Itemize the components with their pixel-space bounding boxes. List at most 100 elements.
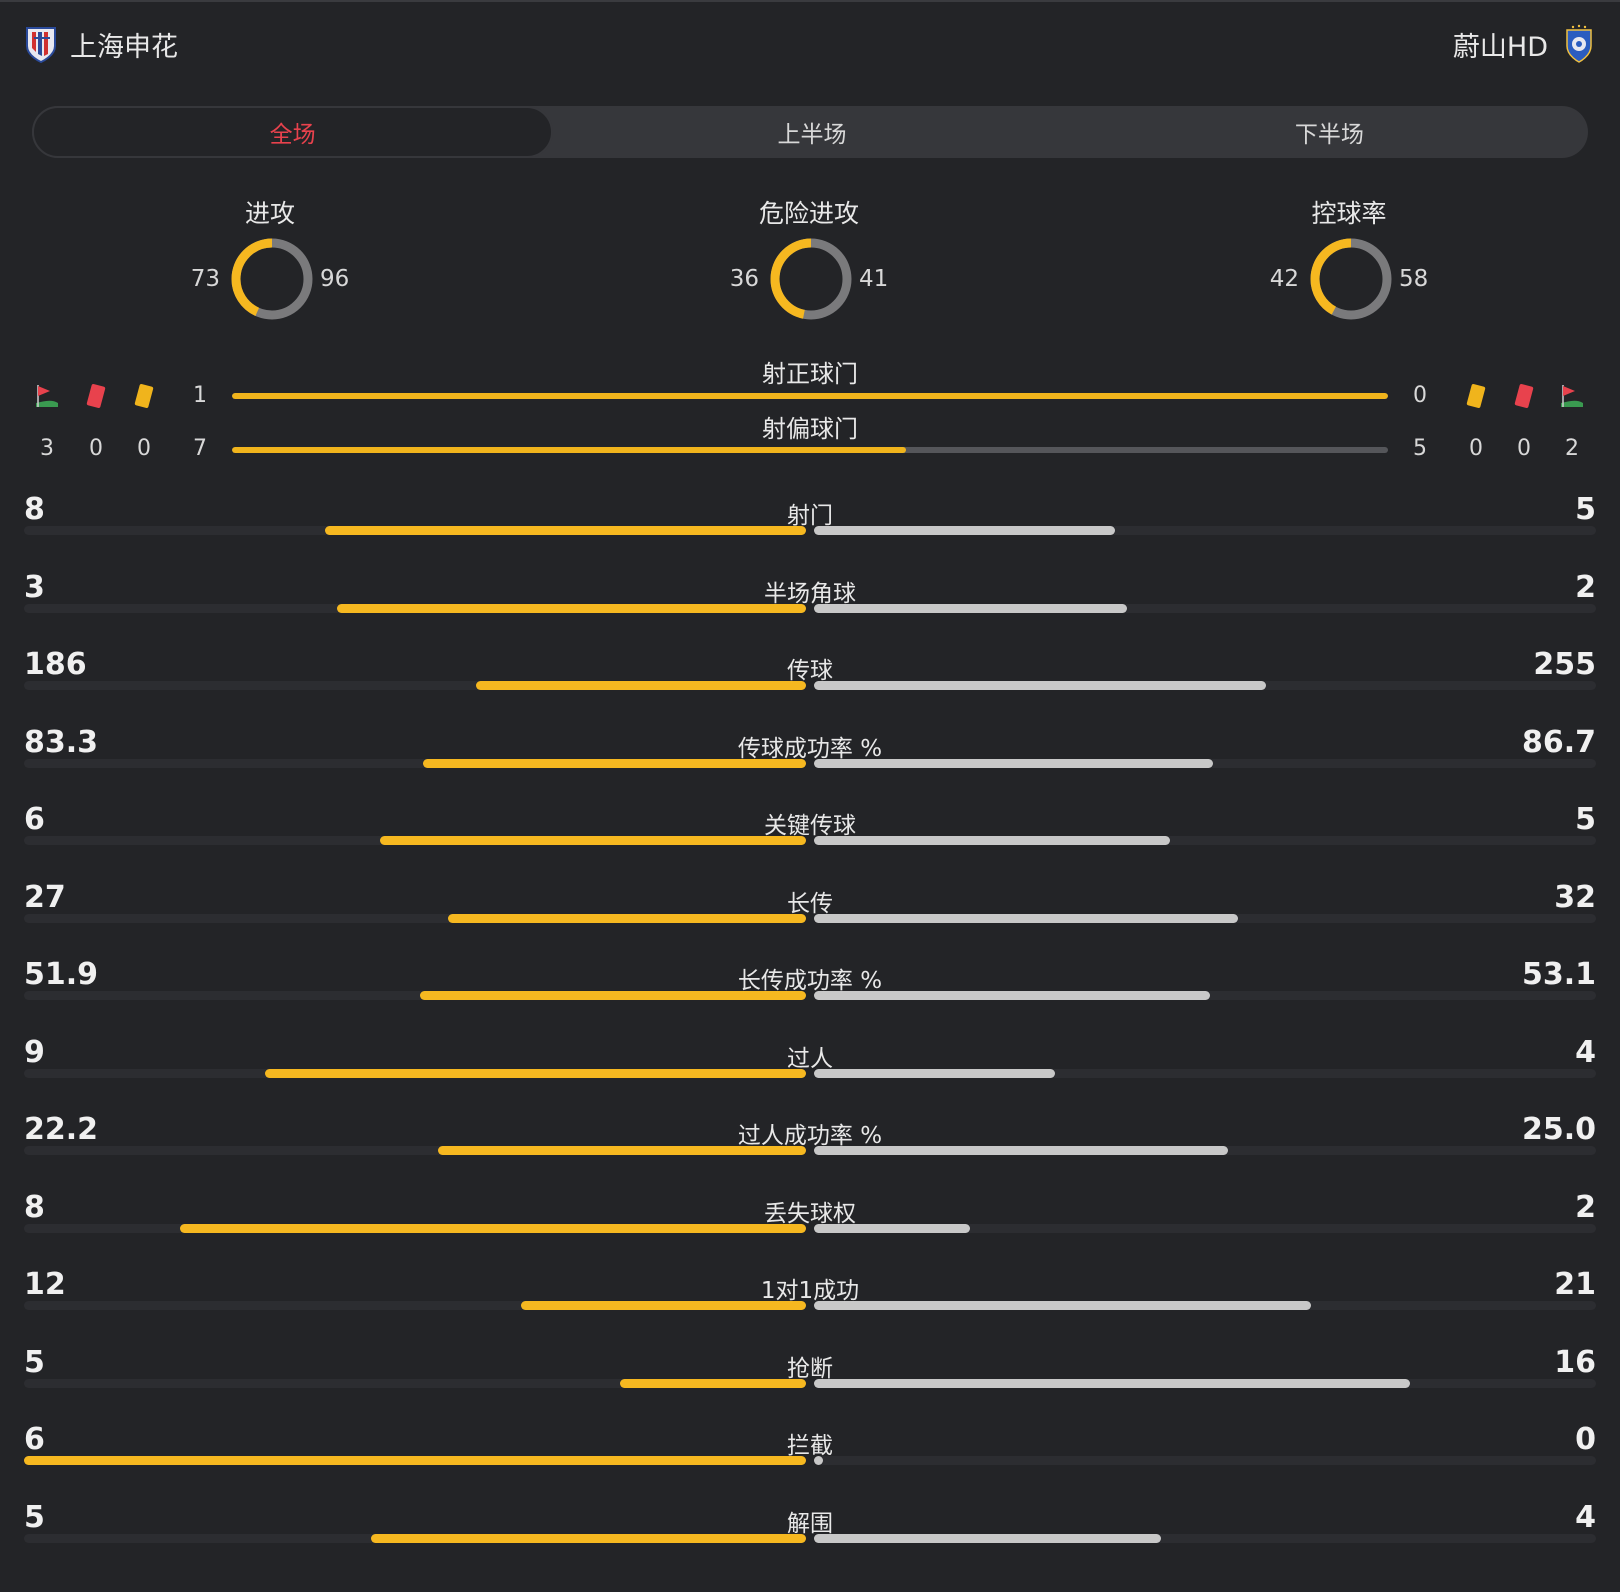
stat-label: 过人成功率 %: [737, 1123, 883, 1149]
stat-label: 半场角球: [764, 580, 856, 607]
stat-row: 8 射门 5: [0, 478, 1620, 558]
tab-first-half[interactable]: 上半场: [777, 122, 847, 148]
stat-home-bar: [521, 1301, 806, 1310]
stat-home-track: [24, 681, 806, 690]
home-team[interactable]: 上海申花: [24, 24, 178, 64]
stat-home-value: 6: [24, 1422, 45, 1457]
stat-row: 9 过人 4: [0, 1021, 1620, 1101]
stat-away-bar: [814, 836, 1170, 845]
stat-home-track: [24, 603, 806, 613]
yellow-card-icon: [134, 384, 154, 408]
shots-on-target-bar: [232, 393, 1388, 399]
donut-ring: [231, 238, 313, 320]
donut-title: 控球率: [1311, 199, 1387, 228]
stat-home-track: [24, 1533, 806, 1543]
tab-full-match[interactable]: 全场: [32, 106, 554, 158]
stat-away-value: 4: [1575, 1499, 1596, 1535]
stat-away-value: 0: [1575, 1422, 1596, 1457]
donut-ring: [770, 238, 852, 320]
match-header: 上海申花 蔚山HD: [0, 0, 1620, 86]
stat-label: 传球: [787, 658, 833, 684]
stat-away-bar: [814, 758, 1213, 768]
stat-away-value: 16: [1554, 1344, 1596, 1380]
stat-label: 解围: [787, 1510, 833, 1537]
stat-home-value: 51.9: [24, 957, 99, 992]
stat-label: 关键传球: [764, 813, 856, 839]
stat-label: 1对1成功: [760, 1278, 860, 1304]
shanghai-shenhua-logo-icon: [26, 27, 56, 64]
stat-away-value: 53.1: [1521, 957, 1596, 992]
away-corners-count: 2: [1565, 436, 1579, 461]
stat-label: 传球成功率 %: [737, 735, 883, 762]
stat-away-value: 5: [1575, 492, 1596, 527]
stat-home-value: 5: [24, 1499, 45, 1535]
stat-home-track: [24, 836, 806, 845]
donut-home-arc: [231, 238, 313, 320]
stat-row: 8 丢失球权 2: [0, 1176, 1620, 1256]
donut-home-value: 73: [190, 266, 220, 292]
stat-away-bar: [814, 1301, 1312, 1310]
donut-home-value: 42: [1269, 266, 1299, 292]
stat-home-bar: [419, 991, 806, 1000]
stat-home-track: [24, 913, 806, 923]
stat-home-bar: [476, 681, 806, 690]
away-red-cards-count: 0: [1517, 436, 1531, 461]
stat-home-track: [24, 758, 806, 768]
stat-away-value: 21: [1554, 1267, 1596, 1302]
corner-flag-icon: [1561, 385, 1583, 407]
stat-away-track: [814, 758, 1596, 768]
stat-home-bar: [447, 913, 806, 923]
tab-second-half[interactable]: 下半场: [1294, 122, 1364, 148]
stat-away-track: [814, 681, 1596, 690]
stat-home-bar: [619, 1378, 806, 1388]
stat-home-bar: [379, 836, 806, 845]
donut-home-value: 36: [729, 266, 759, 292]
stat-away-value: 255: [1533, 647, 1596, 682]
stat-away-track: [814, 526, 1596, 535]
stat-home-value: 186: [24, 647, 87, 682]
stat-away-value: 4: [1575, 1034, 1596, 1070]
stat-home-bar: [180, 1223, 806, 1233]
stat-away-value: 86.7: [1521, 724, 1596, 760]
shots-on-target-home-fill: [232, 393, 1388, 399]
stat-home-value: 27: [24, 879, 66, 915]
stat-row: 51.9 长传成功率 % 53.1: [0, 943, 1620, 1023]
stat-home-bar: [371, 1533, 806, 1543]
stat-row: 5 解围 4: [0, 1486, 1620, 1566]
stat-row: 186 传球 255: [0, 633, 1620, 713]
stat-home-bar: [438, 1146, 806, 1155]
shots-on-target-away: 0: [1413, 383, 1427, 408]
stat-home-track: [24, 991, 806, 1000]
stat-home-bar: [24, 1456, 806, 1465]
home-red-cards-count: 0: [89, 436, 103, 461]
stat-row: 83.3 传球成功率 % 86.7: [0, 711, 1620, 791]
stat-label: 长传: [787, 890, 833, 917]
corner-flag-icon: [36, 385, 58, 407]
donut-title: 进攻: [244, 199, 295, 228]
stat-row: 6 关键传球 5: [0, 788, 1620, 868]
donut-home-arc: [1310, 238, 1392, 320]
donut-possession: 控球率 42 58: [1229, 194, 1469, 334]
stat-away-value: 2: [1575, 1189, 1596, 1225]
stat-away-track: [814, 991, 1596, 1000]
shots-off-target-label: 射偏球门: [762, 415, 858, 443]
stat-away-bar: [814, 1378, 1410, 1388]
stat-label: 过人: [787, 1045, 833, 1072]
stat-home-value: 8: [24, 1189, 45, 1225]
stat-away-bar: [814, 1456, 823, 1465]
home-team-name: 上海申花: [70, 31, 178, 63]
stat-home-value: 5: [24, 1344, 45, 1380]
stat-home-value: 6: [24, 802, 45, 837]
stat-away-bar: [814, 1223, 971, 1233]
stat-label: 拦截: [787, 1433, 833, 1459]
stat-home-value: 3: [24, 569, 45, 605]
shots-off-target-away: 5: [1413, 436, 1427, 461]
period-tabs: 全场 上半场 下半场: [32, 106, 1588, 158]
stat-row: 27 长传 32: [0, 866, 1620, 946]
stat-away-track: [814, 1146, 1596, 1155]
stat-away-track: [814, 1378, 1596, 1388]
away-team[interactable]: 蔚山HD: [1453, 24, 1596, 64]
stat-away-track: [814, 1301, 1596, 1310]
donut-away-value: 41: [859, 266, 889, 292]
stat-home-value: 22.2: [24, 1112, 99, 1147]
